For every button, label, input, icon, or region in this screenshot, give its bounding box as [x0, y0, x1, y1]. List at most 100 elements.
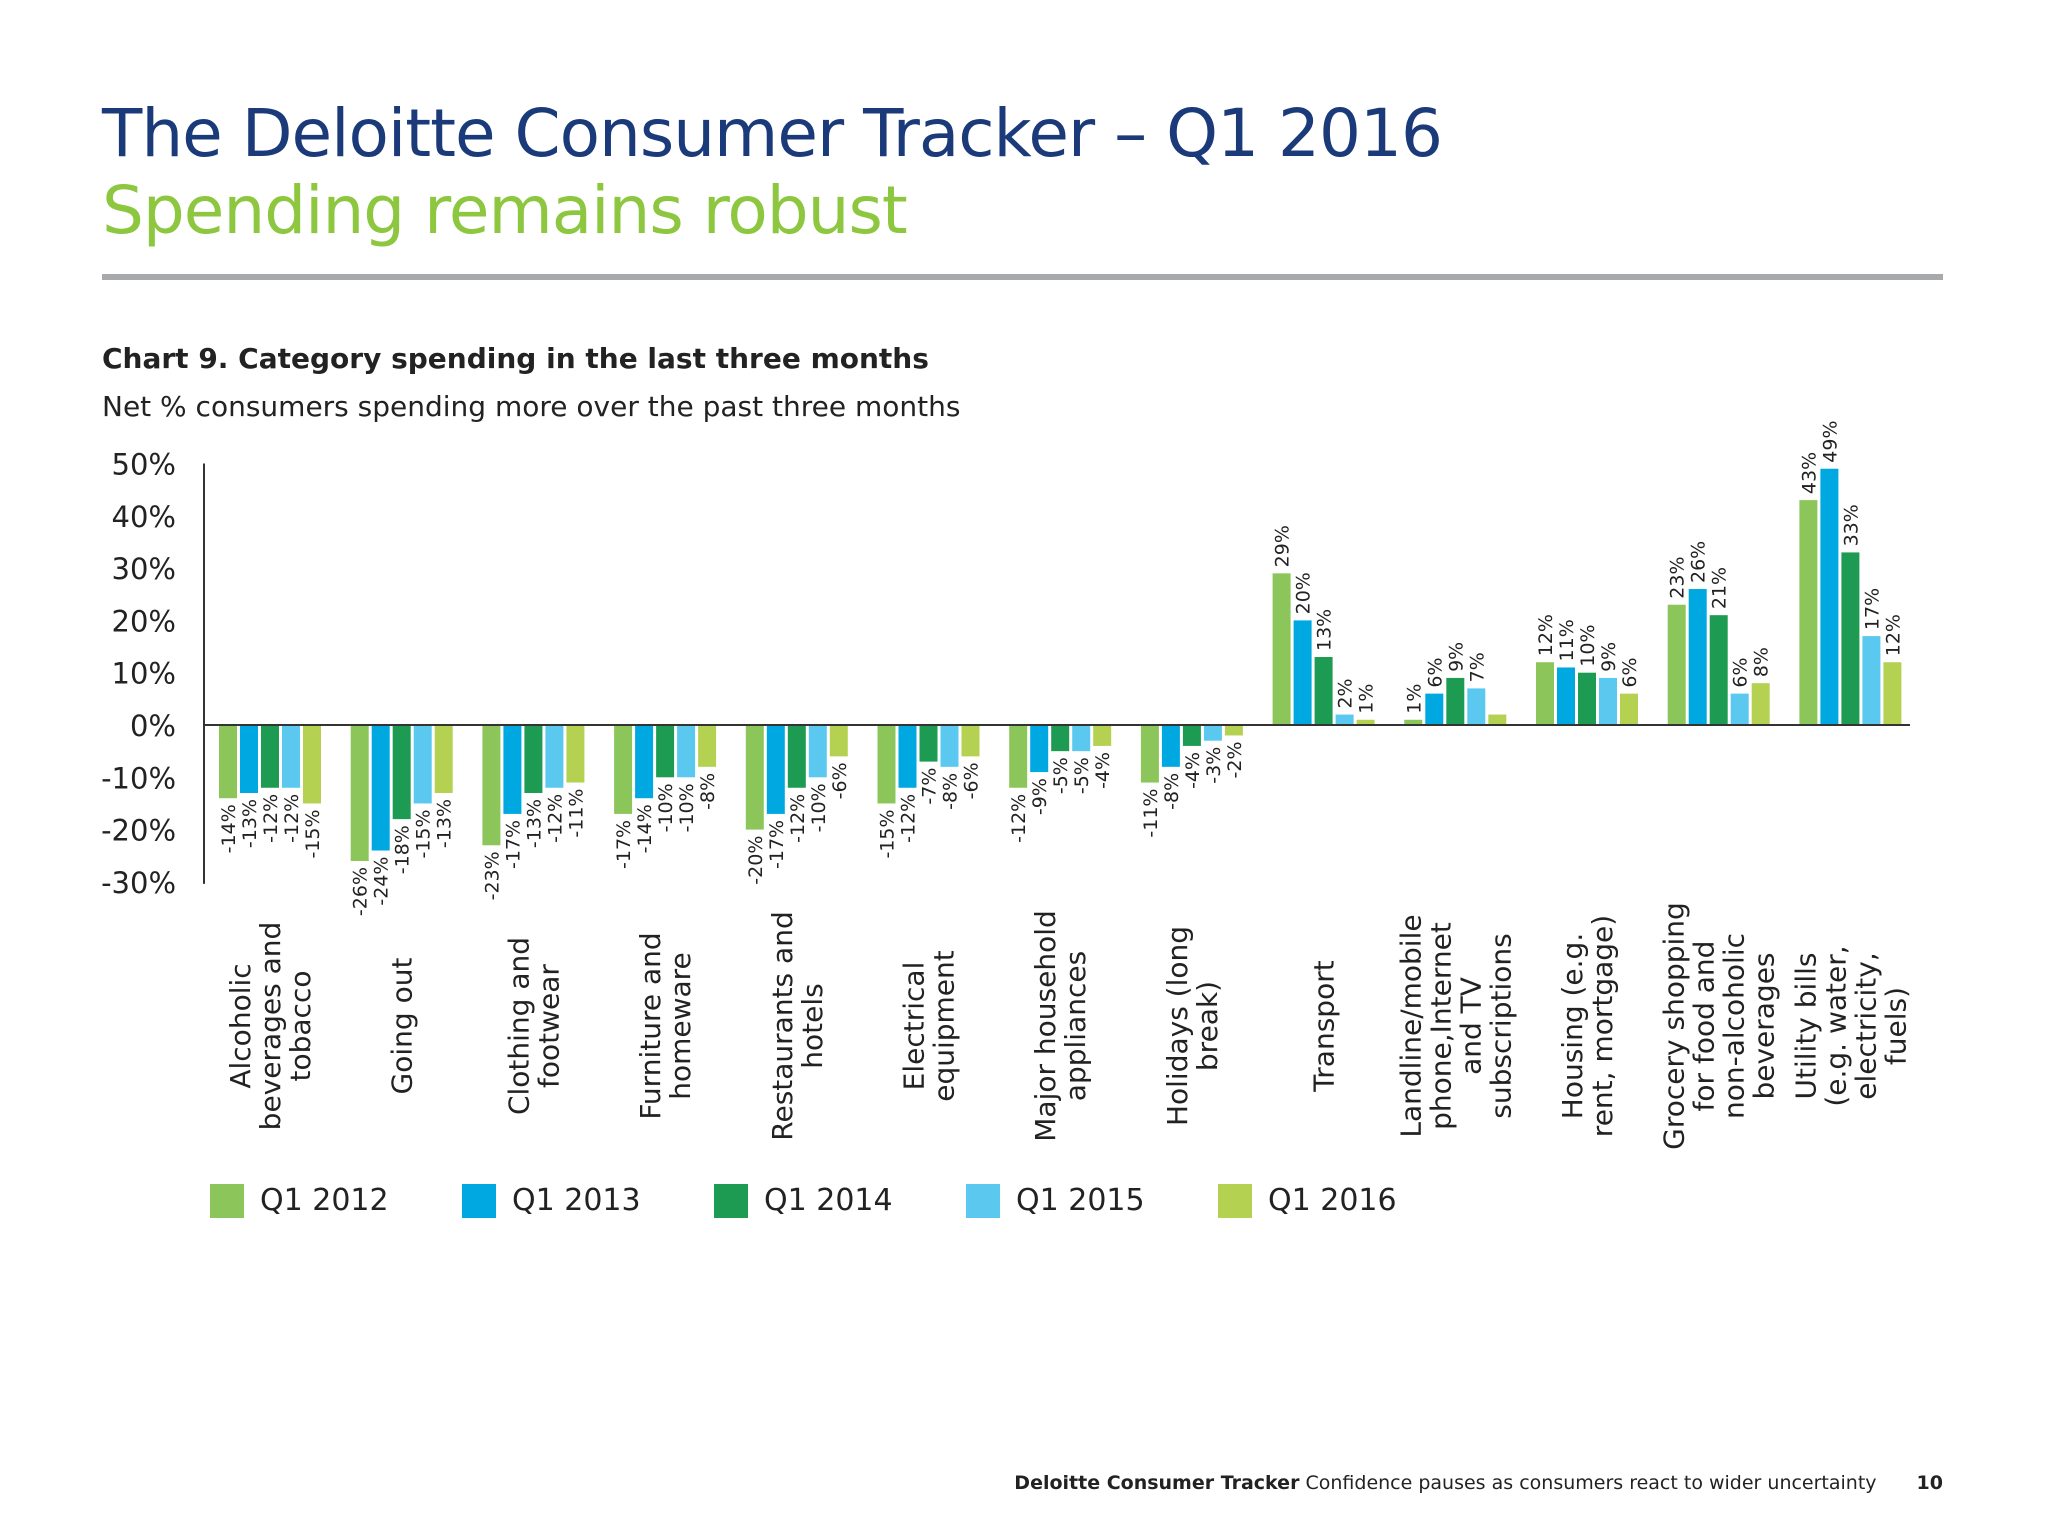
data-label: 43%	[1798, 452, 1820, 494]
data-label: -4%	[1182, 752, 1204, 789]
data-label: -8%	[697, 773, 719, 810]
bar	[614, 725, 633, 814]
category-label-line: hotels	[796, 983, 829, 1068]
category-label-line: Utility bills	[1789, 953, 1822, 1100]
data-label: -17%	[766, 820, 788, 869]
footer: Deloitte Consumer Tracker Confidence pau…	[1014, 1472, 1943, 1494]
data-label: -12%	[1008, 794, 1030, 843]
category-label-line: footwear	[532, 964, 565, 1088]
category-label-line: non-alcoholic	[1718, 933, 1751, 1119]
data-label: -12%	[281, 794, 303, 843]
data-label: 9%	[1445, 642, 1467, 672]
bar	[282, 725, 300, 788]
data-label: -18%	[392, 825, 414, 874]
bar	[1751, 683, 1770, 725]
bar	[1093, 725, 1112, 746]
data-label: 33%	[1840, 504, 1862, 546]
bar	[1404, 719, 1423, 725]
bar	[1335, 714, 1354, 725]
data-label: -13%	[523, 799, 545, 848]
data-label: -10%	[655, 783, 677, 832]
bar	[413, 725, 432, 804]
bar	[1293, 620, 1312, 725]
bar	[371, 725, 390, 851]
category-label-line: subscriptions	[1484, 933, 1517, 1118]
y-tick-label: 50%	[112, 448, 176, 482]
data-label: -17%	[613, 820, 635, 869]
data-label: -3%	[1203, 747, 1225, 784]
data-label: -26%	[350, 867, 372, 916]
data-label: -5%	[1050, 757, 1072, 794]
category-label-line: equipment	[928, 950, 961, 1102]
data-label: -8%	[1161, 773, 1183, 810]
bar	[392, 725, 411, 820]
data-label: -12%	[787, 794, 809, 843]
data-label: -5%	[1071, 757, 1093, 794]
bar	[1730, 693, 1749, 725]
bar	[787, 725, 806, 788]
data-label: -9%	[1029, 778, 1051, 815]
bar	[1072, 725, 1091, 752]
data-label: 17%	[1861, 588, 1883, 630]
bar	[524, 725, 543, 793]
y-tick-label: -20%	[101, 814, 176, 848]
footer-brand: Deloitte Consumer Tracker	[1014, 1472, 1300, 1494]
category-label: Housing (e.g.rent, mortgage)	[1556, 915, 1619, 1137]
data-label: -2%	[1224, 741, 1246, 778]
y-tick-label: -10%	[101, 761, 176, 795]
data-label: 8%	[1751, 647, 1773, 677]
category-label: Restaurants andhotels	[766, 911, 829, 1140]
data-label: -17%	[502, 820, 524, 869]
category-label-line: rent, mortgage)	[1586, 915, 1619, 1137]
category-label-line: appliances	[1059, 951, 1092, 1101]
bar	[1557, 667, 1575, 725]
category-label-line: Landline/mobile	[1394, 914, 1427, 1137]
data-label: -12%	[544, 794, 566, 843]
legend-label: Q1 2016	[1268, 1183, 1397, 1218]
data-label: 6%	[1730, 657, 1752, 687]
page-title: The Deloitte Consumer Tracker – Q1 2016	[102, 95, 1443, 172]
bar	[1272, 573, 1291, 725]
bar	[898, 725, 917, 788]
bar	[877, 725, 896, 804]
footer-text: Confidence pauses as consumers react to …	[1305, 1472, 1877, 1494]
category-label: Landline/mobilephone,Internetand TVsubsc…	[1394, 914, 1517, 1137]
category-label: Utility bills(e.g. water,electricity,fue…	[1789, 945, 1912, 1106]
category-label-line: (e.g. water,	[1819, 945, 1852, 1106]
legend-swatch	[462, 1183, 496, 1218]
category-label: Going out	[386, 958, 419, 1095]
category-label-line: Clothing and	[502, 937, 535, 1115]
data-label: 23%	[1667, 556, 1689, 598]
bar	[1820, 468, 1839, 725]
legend-swatch	[714, 1183, 748, 1218]
data-label: 6%	[1424, 657, 1446, 687]
legend-swatch	[210, 1183, 244, 1218]
data-label: -10%	[808, 783, 830, 832]
data-label: -13%	[239, 799, 261, 848]
data-label: -11%	[1140, 789, 1162, 838]
bar	[1182, 725, 1201, 746]
bar	[656, 725, 675, 778]
bar	[1140, 725, 1159, 783]
category-label: Electricalequipment	[898, 950, 961, 1102]
bar	[919, 725, 938, 762]
category-label-line: homeware	[664, 952, 697, 1100]
data-label: 20%	[1293, 572, 1315, 614]
bar	[219, 725, 237, 799]
page-subtitle: Spending remains robust	[102, 172, 908, 249]
legend-item: Q1 2014	[714, 1183, 966, 1218]
bar	[303, 725, 321, 804]
bar	[808, 725, 827, 778]
bar	[1578, 672, 1596, 725]
data-label: 6%	[1619, 657, 1641, 687]
data-label: -14%	[634, 804, 656, 853]
y-tick-label: 40%	[112, 500, 176, 534]
data-label: 11%	[1556, 619, 1578, 661]
bar	[240, 725, 258, 793]
category-label-line: Major household	[1029, 910, 1062, 1142]
legend-swatch	[966, 1183, 1000, 1218]
chart-subtitle: Net % consumers spending more over the p…	[102, 390, 961, 423]
bar	[1667, 604, 1686, 725]
data-label: -13%	[434, 799, 456, 848]
category-label-line: Grocery shopping	[1658, 902, 1691, 1150]
